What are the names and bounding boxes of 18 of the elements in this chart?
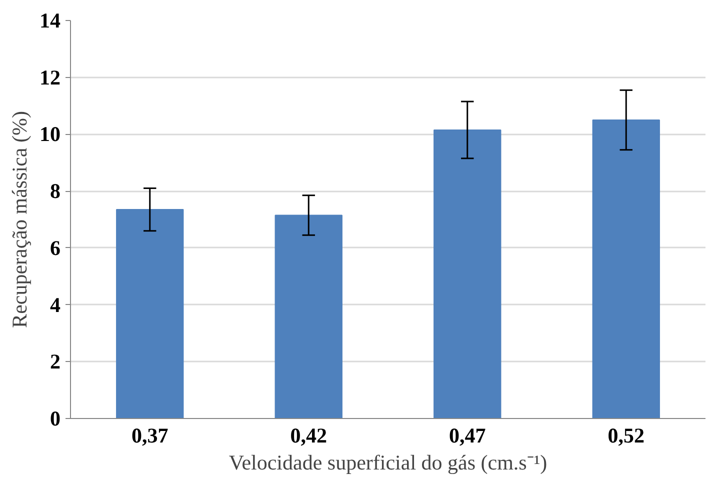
y-tick-label: 8 bbox=[50, 179, 60, 204]
x-tick-label: 0,37 bbox=[132, 424, 168, 448]
bar bbox=[592, 120, 660, 418]
x-tick-label: 0,47 bbox=[449, 424, 486, 448]
y-tick-label: 14 bbox=[40, 8, 61, 32]
y-axis-title: Recuperação mássica (%) bbox=[8, 111, 32, 328]
x-tick-label: 0,52 bbox=[608, 424, 644, 448]
x-tick-label: 0,42 bbox=[290, 424, 327, 448]
bar bbox=[274, 214, 342, 418]
y-tick-label: 4 bbox=[50, 292, 61, 317]
y-tick-label: 2 bbox=[50, 350, 60, 374]
y-tick-label: 0 bbox=[50, 406, 60, 430]
bar bbox=[434, 129, 502, 418]
y-tick-label: 6 bbox=[50, 236, 60, 260]
y-tick-label: 12 bbox=[40, 65, 60, 90]
y-tick-label: 10 bbox=[40, 122, 60, 146]
bar bbox=[116, 209, 184, 418]
x-axis-title: Velocidade superficial do gás (cm.s⁻¹) bbox=[228, 450, 548, 474]
